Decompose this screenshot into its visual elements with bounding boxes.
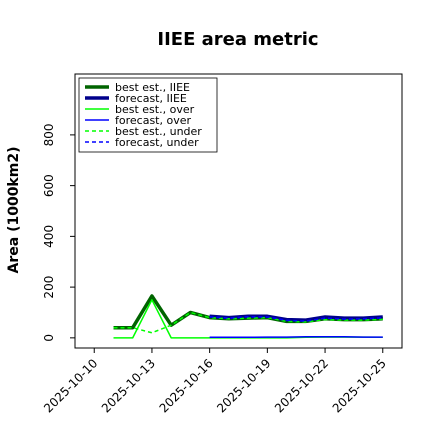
legend-label: forecast, IIEE	[115, 92, 187, 105]
x-tick-label: 2025-10-10	[41, 356, 100, 415]
series-line	[209, 336, 383, 339]
y-tick-label: 0	[42, 334, 56, 342]
x-tick-label: 2025-10-16	[157, 356, 216, 415]
series-lines	[113, 294, 383, 339]
x-tick-label: 2025-10-25	[330, 356, 389, 415]
y-tick-label: 800	[42, 123, 56, 146]
x-tick-label: 2025-10-22	[272, 356, 331, 415]
y-tick-label: 400	[42, 225, 56, 248]
y-axis: 0 200 400 600 800	[42, 123, 75, 342]
y-tick-label: 200	[42, 276, 56, 299]
y-axis-label: Area (1000km2)	[6, 147, 22, 274]
chart-title: IIEE area metric	[157, 29, 318, 50]
legend-label: forecast, under	[115, 136, 199, 149]
x-tick-label: 2025-10-13	[99, 356, 158, 415]
legend-label: best est., under	[115, 125, 202, 138]
x-axis: 2025-10-102025-10-132025-10-162025-10-19…	[41, 348, 389, 415]
legend-label: forecast, over	[115, 114, 191, 127]
x-tick-label: 2025-10-19	[214, 356, 273, 415]
legend-label: best est., over	[115, 103, 195, 116]
legend-box	[78, 77, 218, 153]
series-line	[209, 316, 383, 322]
legend-label: best est., IIEE	[115, 81, 190, 94]
series-line	[113, 311, 383, 334]
y-tick-label: 600	[42, 174, 56, 197]
